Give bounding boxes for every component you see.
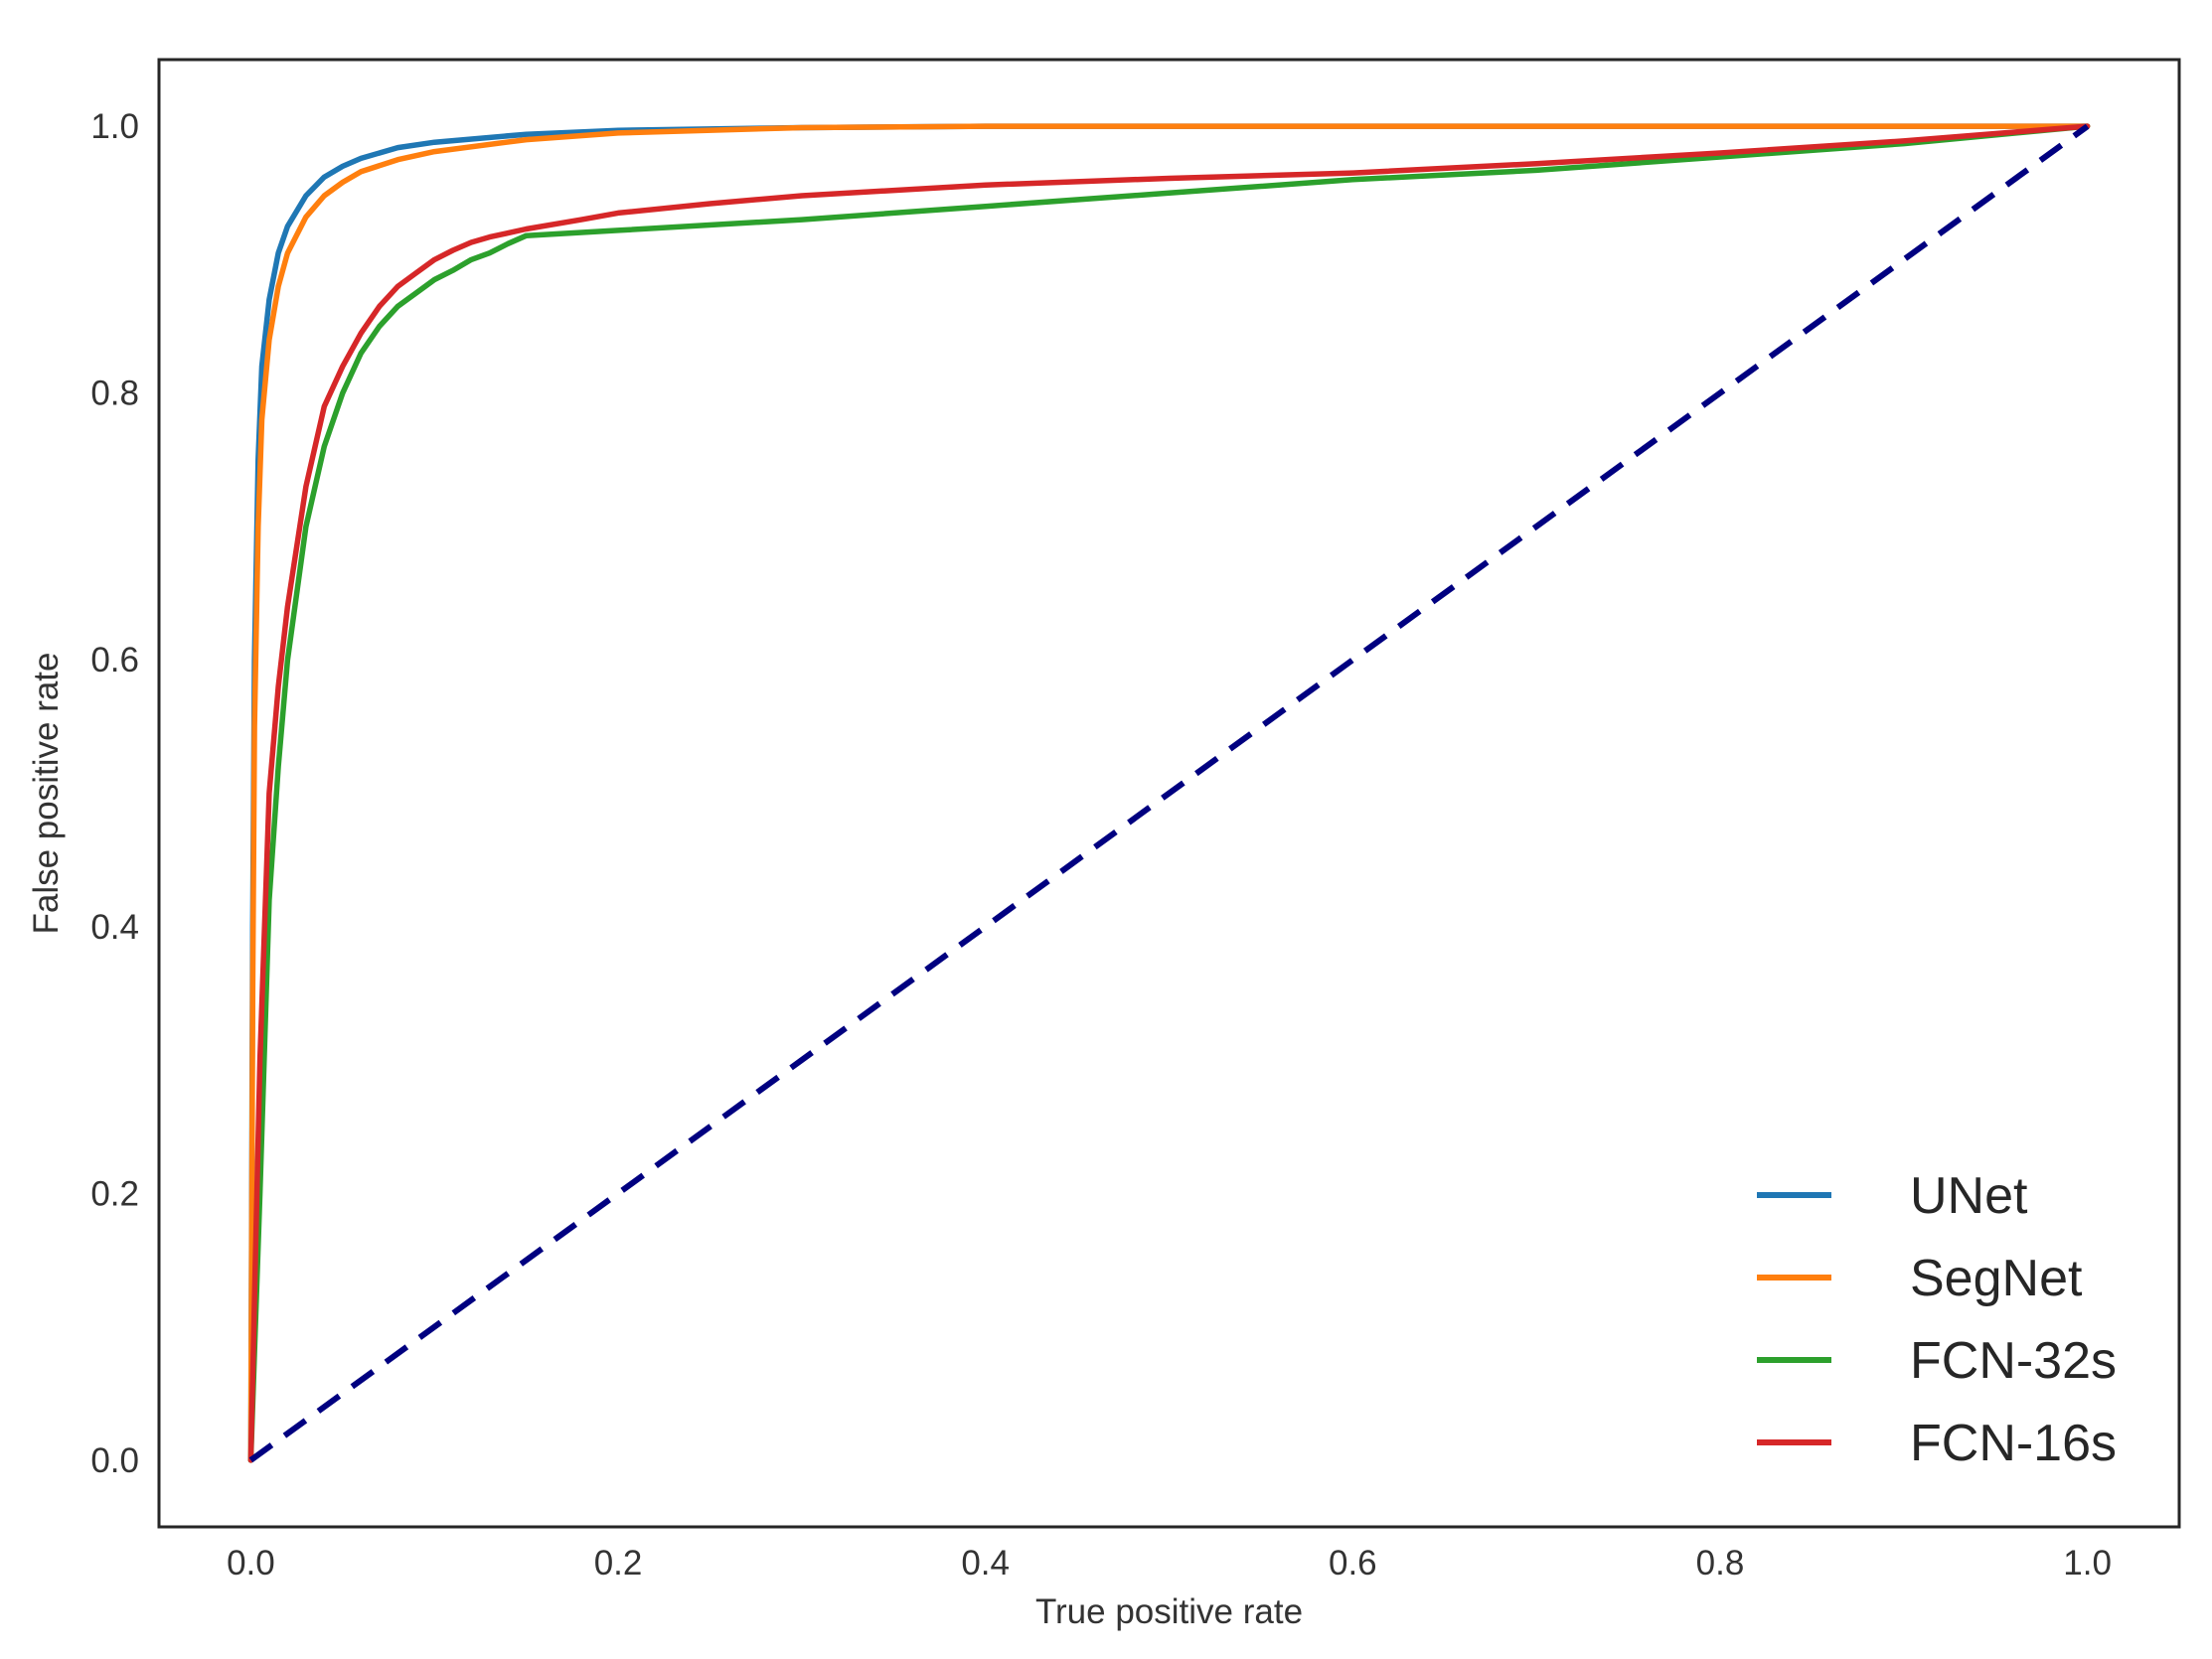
y-tick-label: 0.2 (90, 1174, 139, 1213)
legend-label-unet: UNet (1910, 1167, 2028, 1225)
x-tick-label: 0.4 (961, 1544, 1010, 1583)
y-tick-label: 0.8 (90, 375, 139, 413)
legend: UNet SegNet FCN-32s FCN-16s (1757, 1167, 2117, 1472)
series-line-fcn-32s (247, 123, 2091, 1463)
x-tick-label: 1.0 (2063, 1544, 2112, 1583)
legend-label-fcn-32s: FCN-32s (1910, 1332, 2117, 1390)
x-tick-label: 0.8 (1696, 1544, 1745, 1583)
y-axis: 0.0 0.2 0.4 0.6 0.8 1.0 (90, 107, 139, 1480)
axes-frame (157, 58, 2181, 1529)
y-tick-label: 0.0 (90, 1441, 139, 1480)
plot-area (247, 123, 2091, 1463)
y-tick-label: 1.0 (90, 107, 139, 146)
y-axis-label: False positive rate (27, 652, 66, 934)
x-tick-label: 0.0 (227, 1544, 275, 1583)
x-tick-label: 0.2 (594, 1544, 643, 1583)
x-axis: 0.0 0.2 0.4 0.6 0.8 1.0 (227, 1544, 2112, 1583)
x-tick-label: 0.6 (1329, 1544, 1377, 1583)
legend-label-segnet: SegNet (1910, 1250, 2083, 1307)
reference-diagonal-line (248, 123, 2090, 1463)
y-tick-label: 0.4 (90, 908, 139, 947)
y-tick-label: 0.6 (90, 641, 139, 679)
series-line-segnet (247, 123, 2091, 1463)
x-axis-label: True positive rate (1035, 1592, 1303, 1631)
series-line-fcn-16s (247, 123, 2091, 1463)
legend-label-fcn-16s: FCN-16s (1910, 1415, 2117, 1472)
